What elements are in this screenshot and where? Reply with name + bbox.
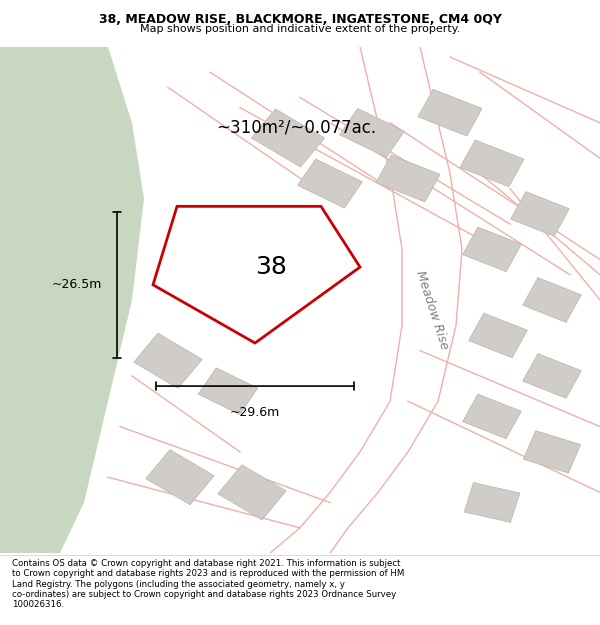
Polygon shape	[198, 368, 258, 414]
Polygon shape	[298, 159, 362, 208]
Text: Contains OS data © Crown copyright and database right 2021. This information is : Contains OS data © Crown copyright and d…	[12, 559, 404, 609]
Polygon shape	[463, 394, 521, 439]
Text: Meadow Rise: Meadow Rise	[413, 269, 451, 351]
Polygon shape	[0, 47, 144, 553]
Polygon shape	[340, 108, 404, 158]
Polygon shape	[523, 354, 581, 398]
Polygon shape	[418, 89, 482, 136]
Polygon shape	[134, 333, 202, 388]
Polygon shape	[463, 227, 521, 272]
Text: ~310m²/~0.077ac.: ~310m²/~0.077ac.	[216, 119, 376, 137]
Text: 38: 38	[255, 254, 287, 279]
Polygon shape	[251, 109, 325, 167]
Polygon shape	[376, 155, 440, 202]
Text: ~26.5m: ~26.5m	[52, 278, 102, 291]
Polygon shape	[523, 431, 581, 473]
Text: Map shows position and indicative extent of the property.: Map shows position and indicative extent…	[140, 24, 460, 34]
Polygon shape	[523, 278, 581, 322]
Polygon shape	[146, 449, 214, 505]
Polygon shape	[460, 140, 524, 187]
Text: ~29.6m: ~29.6m	[230, 406, 280, 419]
Polygon shape	[511, 192, 569, 236]
Polygon shape	[464, 482, 520, 522]
Text: 38, MEADOW RISE, BLACKMORE, INGATESTONE, CM4 0QY: 38, MEADOW RISE, BLACKMORE, INGATESTONE,…	[98, 13, 502, 26]
Polygon shape	[469, 313, 527, 358]
Polygon shape	[153, 206, 360, 343]
Polygon shape	[218, 465, 286, 520]
